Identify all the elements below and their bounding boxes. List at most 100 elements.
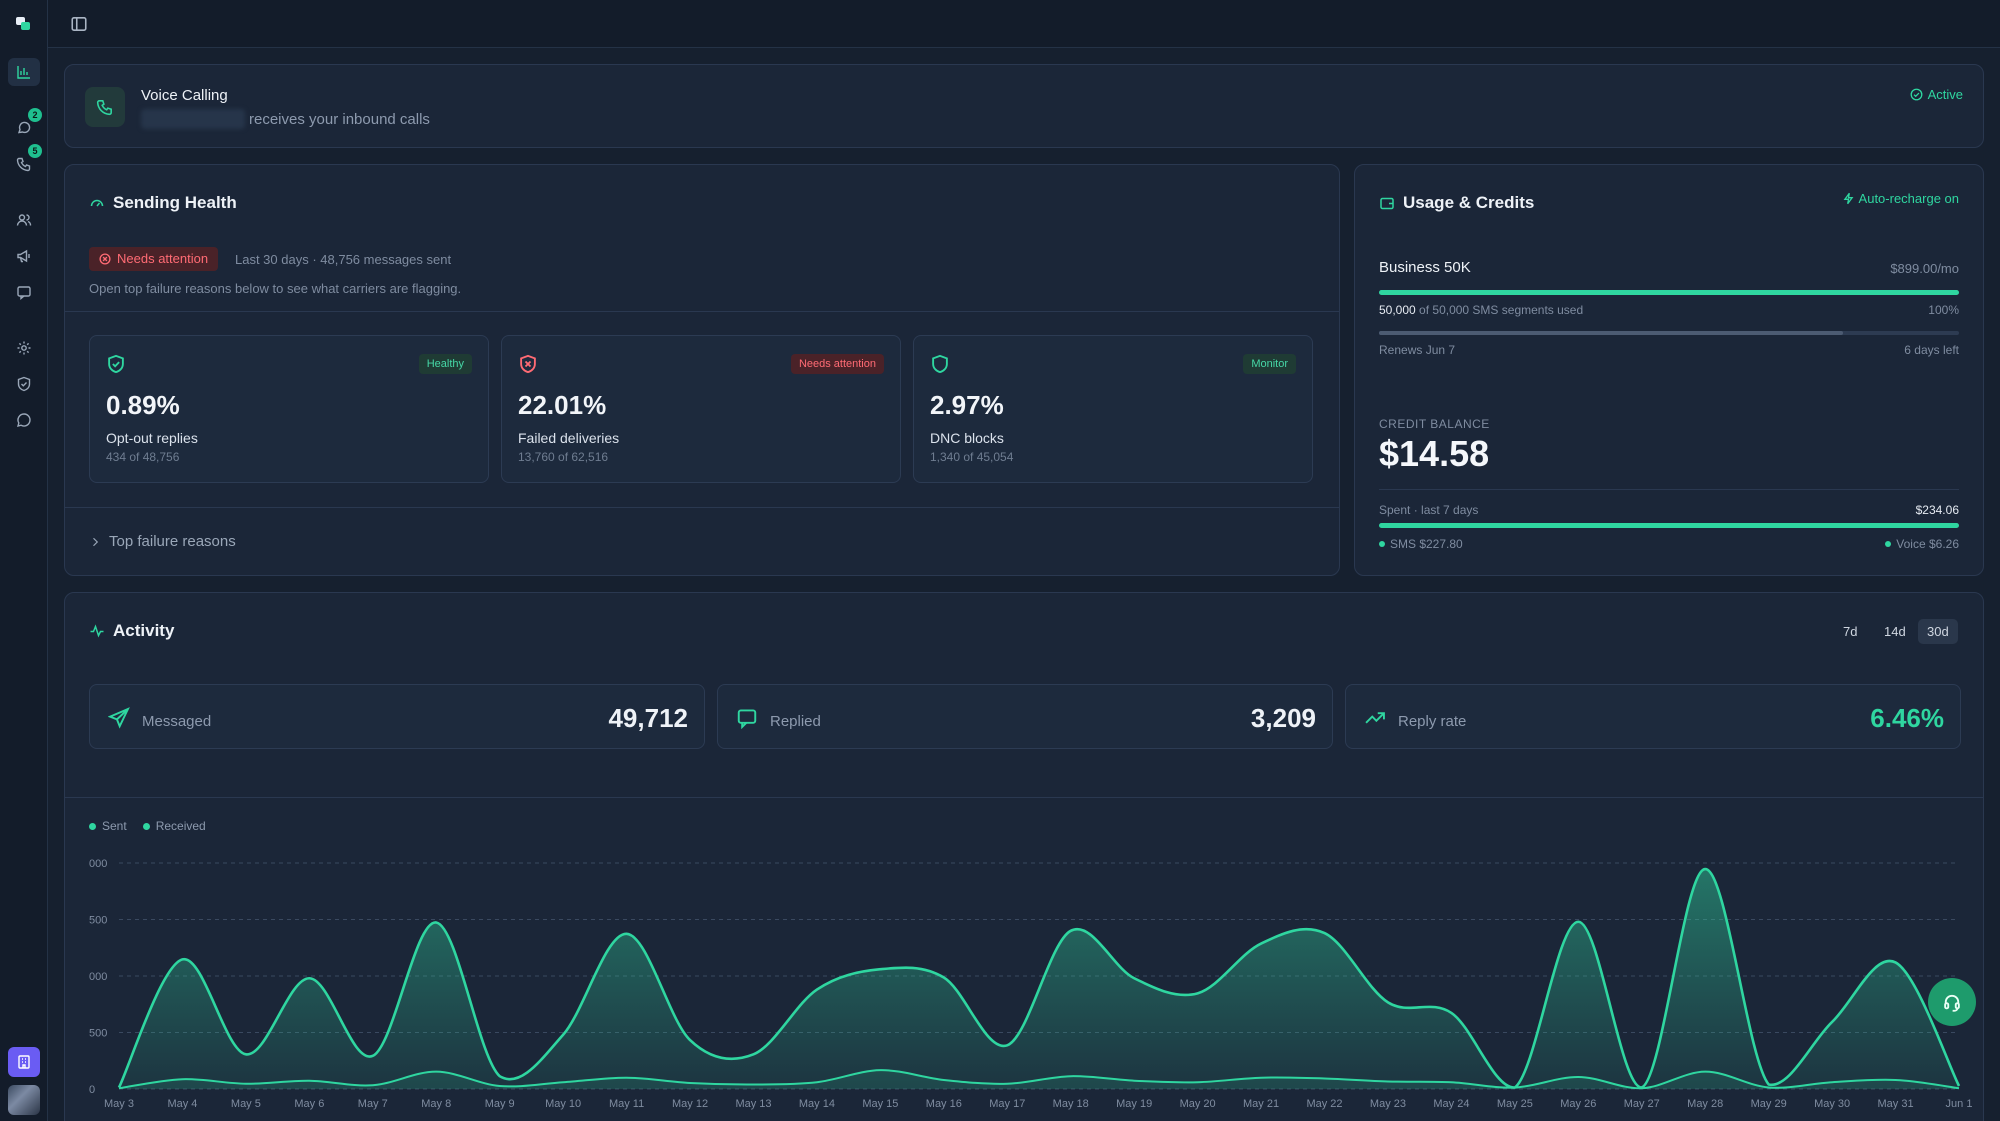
segments-used: 50,000 of 50,000 SMS segments used	[1379, 303, 1583, 317]
metric-label: Failed deliveries	[518, 430, 620, 446]
x-tick-label: May 30	[1814, 1098, 1850, 1110]
x-tick-label: May 8	[421, 1098, 451, 1110]
cycle-bar-fill	[1379, 331, 1843, 335]
range-30d-button[interactable]: 30d	[1918, 619, 1958, 644]
days-left: 6 days left	[1904, 343, 1959, 357]
y-tick-label: 500	[89, 915, 107, 927]
x-tick-label: May 5	[231, 1098, 261, 1110]
x-tick-label: May 16	[926, 1098, 962, 1110]
usage-credits-card: Usage & Credits Auto-recharge on Busines…	[1354, 164, 1984, 576]
activity-icon	[90, 624, 104, 638]
send-icon	[108, 707, 130, 729]
stat-messaged: Messaged 49,712	[89, 684, 705, 749]
segments-used-text: of 50,000 SMS segments used	[1419, 303, 1584, 317]
series-line-received	[118, 1069, 1960, 1090]
legend-sent: Sent	[89, 819, 127, 833]
legend-received: Received	[142, 819, 206, 833]
x-tick-label: May 29	[1751, 1098, 1787, 1110]
voice-spend: Voice $6.26	[1885, 537, 1959, 551]
auto-recharge-label: Auto-recharge on	[1858, 191, 1959, 206]
range-14d-button[interactable]: 14d	[1884, 624, 1906, 639]
sms-spend: SMS $227.80	[1379, 537, 1463, 551]
sms-dot-icon	[1379, 541, 1385, 547]
x-tick-label: May 6	[294, 1098, 324, 1110]
contacts-nav-icon[interactable]	[12, 208, 36, 232]
building-icon	[18, 1055, 30, 1069]
x-tick-label: May 31	[1878, 1098, 1914, 1110]
stat-reply-rate: Reply rate 6.46%	[1345, 684, 1961, 749]
check-circle-icon	[1910, 88, 1923, 101]
metric-tag: Healthy	[418, 354, 472, 374]
top-failure-reasons-toggle[interactable]: Top failure reasons	[89, 533, 236, 550]
voice-title: Voice Calling	[141, 87, 228, 104]
series-area-sent	[119, 869, 1959, 1089]
stat-label: Messaged	[142, 713, 212, 730]
compliance-nav-icon[interactable]	[12, 372, 36, 396]
voice-calling-card: Voice Calling receives your inbound call…	[64, 64, 1984, 148]
sms-spend-text: SMS $227.80	[1390, 537, 1463, 551]
y-tick-label: 500	[89, 1028, 107, 1040]
series-line-sent	[117, 867, 1961, 1089]
metric-opt-out[interactable]: Healthy 0.89% Opt-out replies 434 of 48,…	[89, 335, 489, 483]
voice-dot-icon	[1885, 541, 1892, 547]
metric-failed-deliveries[interactable]: Needs attention 22.01% Failed deliveries…	[501, 335, 901, 483]
chat-nav-icon[interactable]	[12, 408, 36, 432]
inbox-nav-icon[interactable]	[12, 280, 36, 304]
x-tick-label: May 4	[167, 1098, 197, 1110]
user-avatar[interactable]	[8, 1085, 40, 1115]
settings-nav-icon[interactable]	[12, 336, 36, 360]
dashboard-nav-icon[interactable]	[12, 60, 36, 84]
legend-label: Received	[155, 819, 206, 833]
chart-legend: Sent Received	[89, 819, 206, 833]
messages-badge: 2	[28, 108, 42, 122]
divider	[1379, 489, 1959, 490]
plan-price: $899.00/mo	[1890, 261, 1959, 276]
metric-sub: 13,760 of 62,516	[518, 450, 609, 464]
x-tick-label: May 22	[1306, 1098, 1342, 1110]
app-logo-icon	[16, 17, 30, 30]
x-tick-label: May 26	[1560, 1098, 1596, 1110]
credit-balance-value: $14.58	[1379, 433, 1490, 474]
spent-value: $234.06	[1915, 503, 1959, 517]
headset-icon	[1944, 994, 1960, 1012]
message-square-icon	[737, 709, 757, 729]
metric-dnc-blocks[interactable]: Monitor 2.97% DNC blocks 1,340 of 45,054	[913, 335, 1313, 483]
metric-sub: 434 of 48,756	[106, 450, 180, 464]
phone-icon	[96, 100, 112, 116]
redacted-number	[141, 109, 245, 129]
usage-title: Usage & Credits	[1403, 193, 1535, 212]
sending-health-card: Sending Health Needs attention Last 30 d…	[64, 164, 1340, 576]
calls-nav-icon[interactable]	[12, 152, 36, 176]
workspace-switcher-button[interactable]	[8, 1047, 40, 1077]
x-tick-label: May 17	[989, 1098, 1025, 1110]
shield-icon	[932, 354, 948, 374]
support-button[interactable]	[1928, 978, 1976, 1026]
x-tick-label: May 15	[862, 1098, 898, 1110]
left-rail: 2 5	[0, 0, 48, 1121]
x-tick-label: May 9	[485, 1098, 515, 1110]
wallet-icon	[1380, 197, 1394, 210]
plan-name: Business 50K	[1379, 259, 1471, 276]
stat-label: Replied	[770, 713, 821, 730]
trending-up-icon	[1365, 712, 1385, 724]
auto-recharge-toggle[interactable]: Auto-recharge on	[1842, 191, 1959, 206]
activity-title: Activity	[113, 621, 175, 640]
x-tick-label: May 13	[735, 1098, 771, 1110]
x-tick-label: May 27	[1624, 1098, 1660, 1110]
segments-bar-fill	[1379, 290, 1959, 295]
metric-value: 22.01%	[518, 390, 607, 420]
divider	[65, 797, 1983, 798]
shield-x-icon	[520, 354, 536, 374]
range-7d-button[interactable]: 7d	[1843, 624, 1858, 639]
x-tick-label: May 25	[1497, 1098, 1533, 1110]
credit-balance-label: CREDIT BALANCE	[1379, 417, 1490, 431]
sidebar-toggle-icon[interactable]	[70, 15, 88, 33]
messages-nav-icon[interactable]	[12, 116, 36, 140]
stat-value: 3,209	[1250, 703, 1316, 733]
segments-bar-track	[1379, 290, 1959, 295]
campaigns-nav-icon[interactable]	[12, 244, 36, 268]
legend-dot-icon	[142, 822, 150, 830]
voice-status: Active	[1910, 87, 1963, 102]
x-tick-label: May 20	[1180, 1098, 1216, 1110]
activity-card: Activity 7d 14d 30d Messaged 49,712 Repl…	[64, 592, 1984, 1121]
